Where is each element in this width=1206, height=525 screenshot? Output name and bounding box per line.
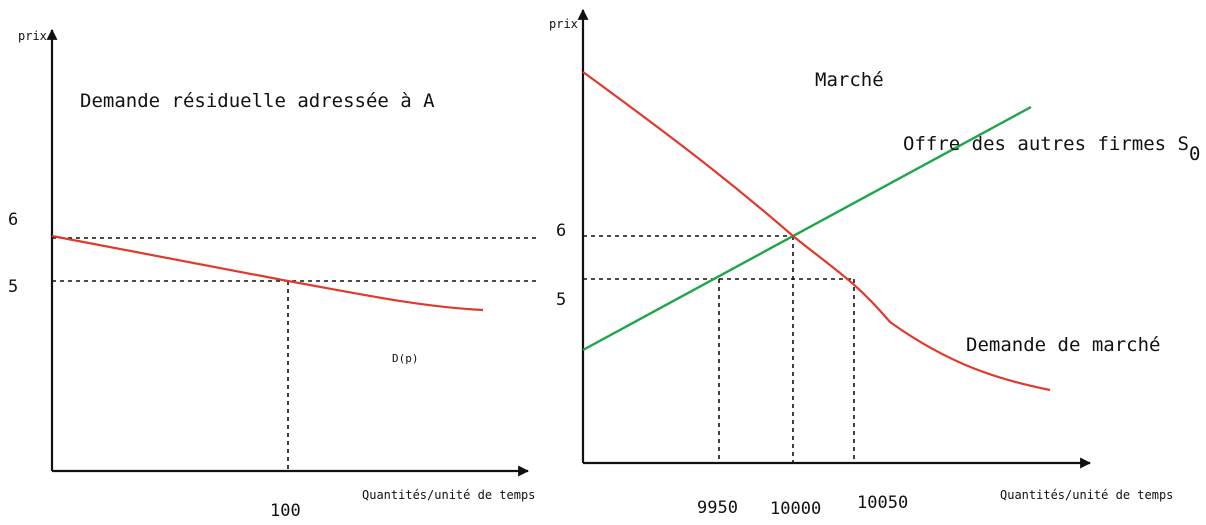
right-x-tick-9950: 9950 bbox=[697, 498, 738, 518]
left-y-axis-label: prix bbox=[18, 29, 47, 43]
market-chart: prix Marché 6 5 9950 10000 10050 Quantit… bbox=[549, 8, 1200, 519]
left-y-tick-5: 5 bbox=[8, 277, 18, 297]
right-y-axis-label: prix bbox=[549, 17, 578, 31]
right-x-axis-label: Quantités/unité de temps bbox=[1000, 488, 1173, 502]
left-x-axis-label: Quantités/unité de temps bbox=[362, 488, 535, 502]
right-y-tick-5: 5 bbox=[556, 290, 566, 310]
right-x-tick-10000: 10000 bbox=[770, 499, 821, 519]
supply-curve bbox=[582, 105, 1032, 352]
supply-label-subscript: 0 bbox=[1189, 143, 1200, 165]
market-demand-label: Demande de marché bbox=[966, 334, 1160, 356]
right-y-tick-6: 6 bbox=[556, 221, 566, 241]
left-y-tick-6: 6 bbox=[8, 210, 18, 230]
market-demand-curve bbox=[582, 71, 1051, 392]
supply-label: Offre des autres firmes S0 bbox=[903, 133, 1200, 165]
demand-function-label: D(p) bbox=[392, 352, 419, 365]
left-x-tick-100: 100 bbox=[270, 501, 301, 521]
left-chart-title: Demande résiduelle adressée à A bbox=[80, 90, 435, 112]
residual-demand-chart: prix Demande résiduelle adressée à A 6 5… bbox=[8, 28, 540, 521]
supply-label-main: Offre des autres firmes S bbox=[903, 133, 1189, 155]
market-chart-title: Marché bbox=[815, 69, 884, 91]
right-x-tick-10050: 10050 bbox=[857, 493, 908, 513]
residual-demand-curve bbox=[51, 234, 484, 312]
